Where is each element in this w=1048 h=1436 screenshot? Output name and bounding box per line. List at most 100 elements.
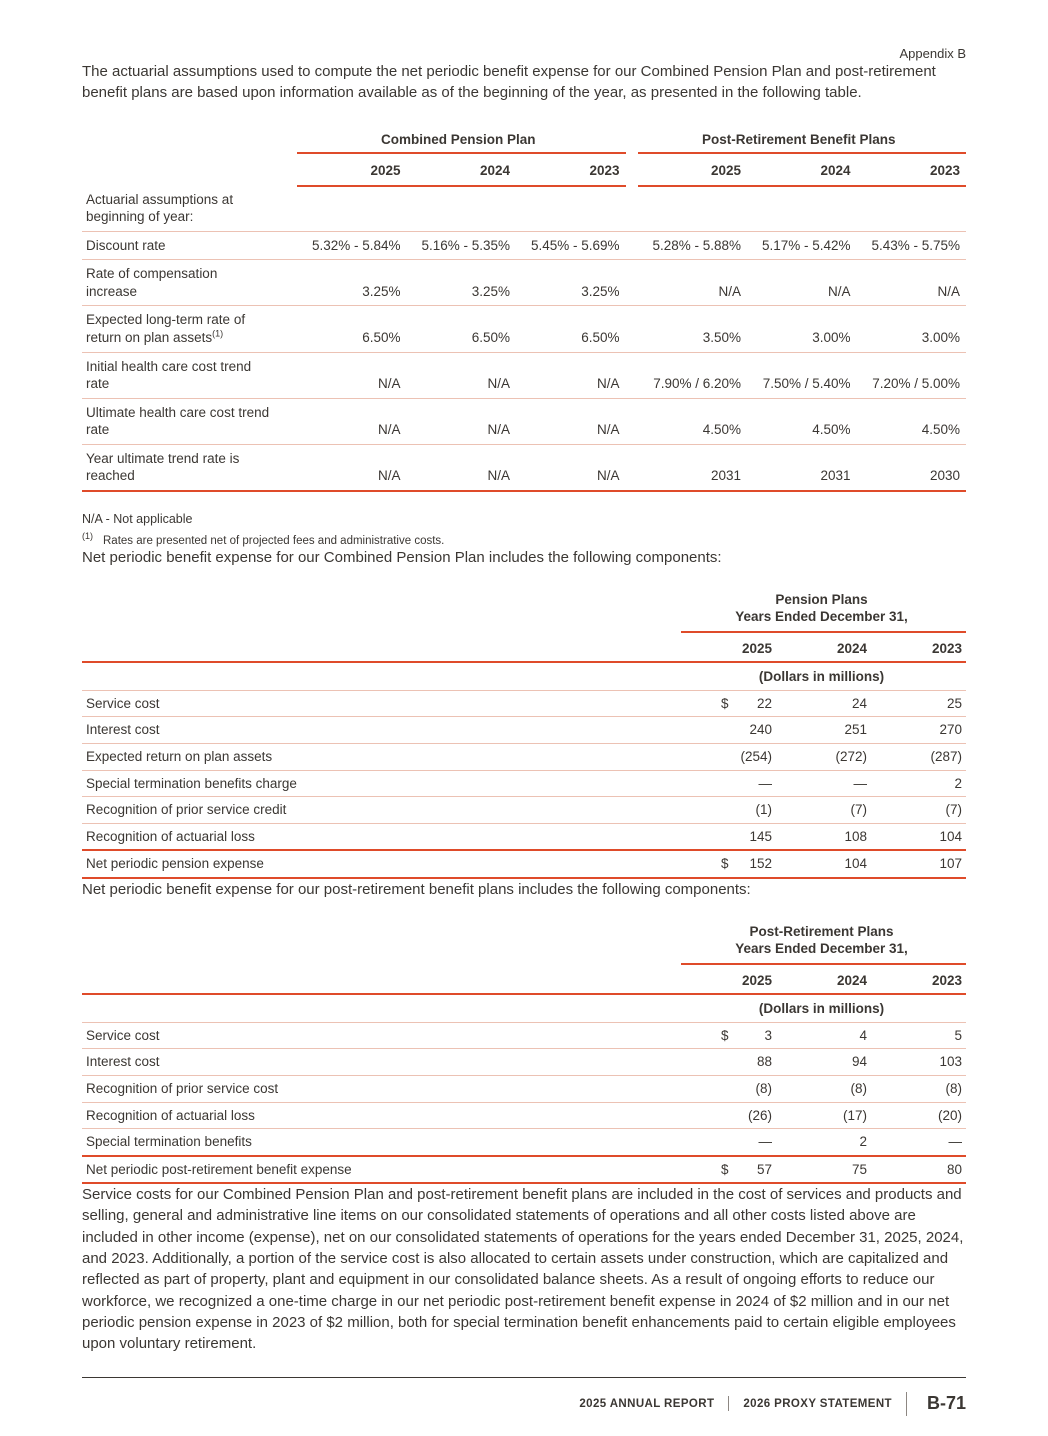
row-label: Recognition of actuarial loss xyxy=(82,823,681,851)
cell-value: N/A xyxy=(406,444,516,492)
cell-value: 3.50% xyxy=(637,305,747,353)
value-2023: 25 xyxy=(870,690,966,718)
cell-value: 3.25% xyxy=(406,259,516,307)
empty-cell xyxy=(82,920,681,964)
cell-value: N/A xyxy=(406,398,516,445)
expense-row-service-cost: Service cost $22 24 25 xyxy=(82,690,966,718)
value-2025: $22 xyxy=(680,690,776,718)
amount: 145 xyxy=(749,828,772,844)
units-row: (Dollars in millions) xyxy=(82,994,966,1023)
row-label: Year ultimate trend rate is reached xyxy=(82,444,297,492)
table-title: Post-Retirement Plans Years Ended Decemb… xyxy=(680,920,966,965)
year-header: 2025 xyxy=(680,963,776,996)
value-2023: 80 xyxy=(870,1154,966,1185)
gap-cell xyxy=(625,305,638,353)
row-label: Interest cost xyxy=(82,1048,681,1076)
year-header: 2023 xyxy=(516,153,626,187)
na-footnote: N/A - Not applicable xyxy=(82,511,193,526)
empty-cell xyxy=(82,631,681,664)
year-header: 2025 xyxy=(297,153,407,187)
empty-cell xyxy=(297,185,626,232)
currency-symbol: $ xyxy=(720,856,729,872)
cell-value: N/A xyxy=(406,352,516,399)
value-2025: 240 xyxy=(680,716,776,745)
value-2024: — xyxy=(775,770,871,798)
empty-cell xyxy=(82,662,681,691)
value-2024: 24 xyxy=(775,690,871,718)
units-label: (Dollars in millions) xyxy=(680,994,966,1023)
cell-value: N/A xyxy=(516,398,626,445)
assumptions-row-expected-return: Expected long-term rate of return on pla… xyxy=(82,305,966,353)
empty-cell xyxy=(82,126,297,154)
year-header: 2024 xyxy=(747,153,857,187)
value-2024: 108 xyxy=(775,823,871,851)
amount: (254) xyxy=(740,749,772,765)
value-2023: (7) xyxy=(870,796,966,824)
year-header-row: 2025 2024 2023 xyxy=(82,963,966,996)
group-header-combined-pension: Combined Pension Plan xyxy=(297,125,626,155)
empty-cell xyxy=(82,588,681,632)
cell-value: N/A xyxy=(856,259,966,307)
row-label-text: Rate of compensation increase xyxy=(86,266,218,299)
gap-cell xyxy=(626,126,638,154)
value-2023: 2 xyxy=(870,770,966,798)
closing-paragraph: Service costs for our Combined Pension P… xyxy=(82,1186,964,1353)
value-2025: — xyxy=(680,770,776,798)
gap-cell xyxy=(625,259,638,307)
footnote-reference: (1) xyxy=(212,328,224,339)
intro-paragraph: The actuarial assumptions used to comput… xyxy=(82,63,936,102)
year-header-row: 2025 2024 2023 2025 2024 2023 xyxy=(82,153,966,187)
value-2024: 94 xyxy=(775,1048,871,1076)
value-2024: 2 xyxy=(775,1128,871,1157)
gap-cell xyxy=(625,352,638,399)
value-2025: (26) xyxy=(680,1102,776,1130)
cell-value: 5.28% - 5.88% xyxy=(637,231,747,261)
row-label-text: Discount rate xyxy=(86,237,166,253)
assumptions-row-initial-healthcare-trend: Initial health care cost trend rate N/A … xyxy=(82,352,966,399)
cell-value: 2031 xyxy=(637,444,747,492)
value-2023: (287) xyxy=(870,743,966,771)
cell-value: N/A xyxy=(297,352,407,399)
assumptions-row-ultimate-healthcare-trend: Ultimate health care cost trend rate N/A… xyxy=(82,398,966,445)
year-header: 2024 xyxy=(406,153,516,187)
cell-value: 2031 xyxy=(747,444,857,492)
cell-value: 3.25% xyxy=(516,259,626,307)
value-2025: 88 xyxy=(680,1048,776,1076)
units-label: (Dollars in millions) xyxy=(680,662,966,691)
total-row-net-periodic-postretirement-expense: Net periodic post-retirement benefit exp… xyxy=(82,1154,966,1185)
cell-value: N/A xyxy=(297,398,407,445)
value-2025: $57 xyxy=(680,1154,776,1185)
expense-row-actuarial-loss: Recognition of actuarial loss (26) (17) … xyxy=(82,1102,966,1130)
cell-value: 5.16% - 5.35% xyxy=(406,231,516,261)
value-2023: (8) xyxy=(870,1075,966,1103)
pension-expense-table: Pension Plans Years Ended December 31, 2… xyxy=(82,588,966,879)
empty-cell xyxy=(82,994,681,1023)
empty-cell xyxy=(82,963,681,996)
footer-divider xyxy=(905,1391,907,1416)
value-2025: (8) xyxy=(680,1075,776,1103)
amount: (8) xyxy=(755,1081,772,1096)
year-header: 2023 xyxy=(870,963,966,996)
total-row-net-periodic-pension-expense: Net periodic pension expense $152 104 10… xyxy=(82,849,966,879)
empty-cell xyxy=(82,153,297,186)
footnote-1-text: Rates are presented net of projected fee… xyxy=(103,534,445,547)
postretirement-intro-paragraph: Net periodic benefit expense for our pos… xyxy=(82,880,751,898)
row-label-text: Year ultimate trend rate is reached xyxy=(86,450,240,484)
amount: — xyxy=(758,775,772,791)
expense-row-prior-service-cost: Recognition of prior service cost (8) (8… xyxy=(82,1075,966,1103)
cell-value: N/A xyxy=(297,444,407,492)
year-header: 2023 xyxy=(856,153,966,187)
value-2024: (272) xyxy=(775,743,871,771)
cell-value: 6.50% xyxy=(406,305,516,353)
cell-value: 7.20% / 5.00% xyxy=(856,352,966,399)
row-label-text: Expected long-term rate of return on pla… xyxy=(86,312,246,345)
value-2024: 251 xyxy=(775,716,871,745)
expense-row-interest-cost: Interest cost 240 251 270 xyxy=(82,716,966,745)
cell-value: 6.50% xyxy=(516,305,626,353)
row-label: Service cost xyxy=(82,690,681,718)
cell-value: 7.90% / 6.20% xyxy=(637,352,747,399)
gap-cell xyxy=(625,185,638,232)
proxy-statement-label: 2026 PROXY STATEMENT xyxy=(743,1397,892,1410)
year-header: 2024 xyxy=(775,631,871,664)
